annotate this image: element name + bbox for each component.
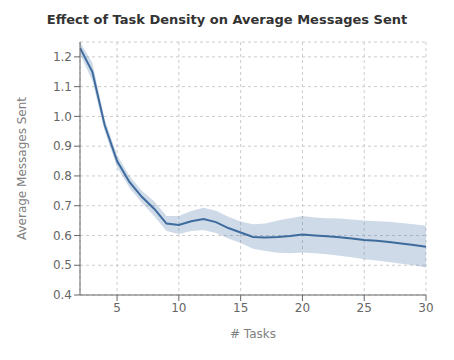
svg-text:10: 10: [171, 301, 186, 315]
svg-text:0.7: 0.7: [53, 199, 72, 213]
html-text:Effect of Task Density on Aver: Effect of Task Density on Average Messag…: [46, 12, 408, 27]
svg-text:0.4: 0.4: [53, 288, 72, 302]
svg-text:5: 5: [113, 301, 121, 315]
svg-text:20: 20: [295, 301, 310, 315]
svg-text:0.5: 0.5: [53, 258, 72, 272]
svg-text:30: 30: [418, 301, 433, 315]
svg-text:0.6: 0.6: [53, 229, 72, 243]
svg-text:0.9: 0.9: [53, 139, 72, 153]
svg-text:0.8: 0.8: [53, 169, 72, 183]
svg-text:25: 25: [357, 301, 372, 315]
svg-text:1.2: 1.2: [53, 50, 72, 64]
svg-text:1.1: 1.1: [53, 80, 72, 94]
svg-text:1.0: 1.0: [53, 110, 72, 124]
svg-text:# Tasks: # Tasks: [230, 327, 276, 341]
svg-text:Average Messages Sent: Average Messages Sent: [15, 97, 29, 240]
svg-text:15: 15: [233, 301, 248, 315]
